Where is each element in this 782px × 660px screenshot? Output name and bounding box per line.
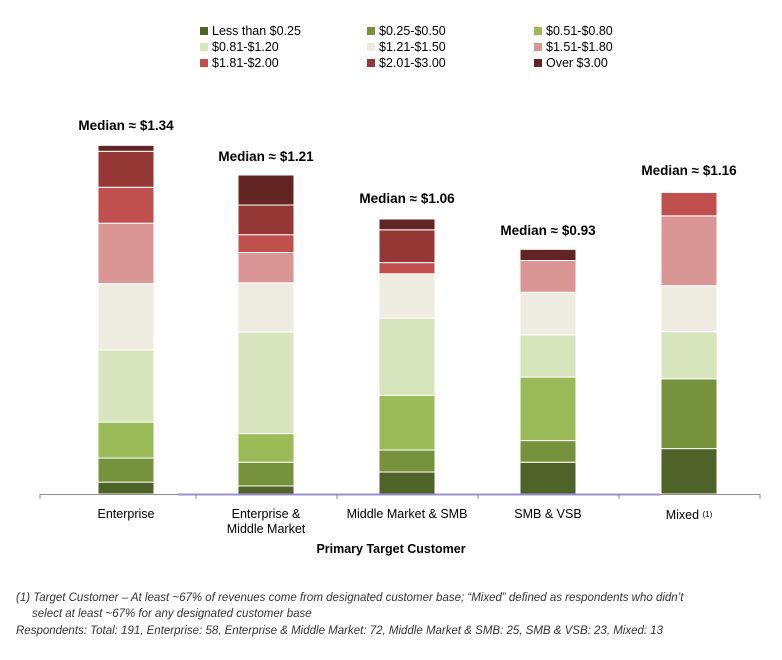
legend-item: $0.81-$1.20 bbox=[200, 40, 279, 54]
legend-swatch bbox=[367, 43, 375, 51]
bar-segment bbox=[378, 471, 436, 495]
legend-item: $2.01-$3.00 bbox=[367, 56, 446, 70]
legend-swatch bbox=[200, 43, 208, 51]
bar-segment bbox=[237, 433, 295, 463]
category-label: Middle Market & SMB bbox=[346, 507, 468, 521]
legend-label: Less than $0.25 bbox=[212, 24, 301, 38]
x-axis-title: Primary Target Customer bbox=[316, 542, 466, 556]
legend-label: $1.51-$1.80 bbox=[546, 40, 613, 54]
bar-segment bbox=[519, 291, 577, 336]
legend-item: $0.25-$0.50 bbox=[367, 24, 446, 38]
category-label: Enterprise & Middle Market bbox=[226, 507, 306, 536]
legend-label: $0.25-$0.50 bbox=[379, 24, 446, 38]
category-label: Mixed (1) bbox=[665, 508, 713, 522]
legend-swatch bbox=[534, 43, 542, 51]
bar-segment bbox=[237, 204, 295, 236]
legend-item: $0.51-$0.80 bbox=[534, 24, 613, 38]
legend-label: $1.21-$1.50 bbox=[379, 40, 446, 54]
bar-segment bbox=[237, 234, 295, 253]
footnote-1-continued: select at least ~67% for any designated … bbox=[32, 608, 312, 620]
bar-segment bbox=[660, 331, 718, 380]
median-label: Median ≈ $1.34 bbox=[78, 118, 174, 133]
bar-segment bbox=[660, 448, 718, 495]
median-label: Median ≈ $0.93 bbox=[500, 222, 596, 238]
bar-segment bbox=[519, 376, 577, 442]
bar-segment bbox=[97, 144, 155, 152]
legend-label: $0.51-$0.80 bbox=[546, 24, 613, 38]
bar-segment bbox=[660, 215, 718, 287]
legend-item: Over $3.00 bbox=[534, 56, 608, 70]
legend-swatch bbox=[200, 27, 208, 35]
respondents-note: Respondents: Total: 191, Enterprise: 58,… bbox=[16, 625, 664, 637]
x-axis-ticks bbox=[39, 494, 761, 499]
bars-group bbox=[97, 144, 718, 495]
bar-segment bbox=[97, 222, 155, 285]
bar-segment bbox=[237, 251, 295, 284]
bar-segment bbox=[660, 191, 718, 217]
legend-item: $1.21-$1.50 bbox=[367, 40, 446, 54]
bar-segment bbox=[97, 150, 155, 188]
bar-segment bbox=[519, 440, 577, 463]
bar-segment bbox=[519, 248, 577, 262]
category-label: SMB & VSB bbox=[514, 507, 582, 521]
median-label: Median ≈ $1.16 bbox=[641, 163, 737, 179]
bar-segment bbox=[378, 262, 436, 275]
bar-segment bbox=[237, 461, 295, 487]
legend-label: $0.81-$1.20 bbox=[212, 40, 279, 54]
median-label: Median ≈ $1.06 bbox=[359, 191, 455, 207]
bar-segment bbox=[97, 186, 155, 224]
legend-label: $1.81-$2.00 bbox=[212, 56, 279, 70]
footnote-marker: (1) bbox=[702, 510, 713, 519]
bar-segment bbox=[97, 457, 155, 483]
bar-segment bbox=[378, 229, 436, 264]
legend-item: $1.51-$1.80 bbox=[534, 40, 613, 54]
category-label: Enterprise bbox=[97, 507, 155, 521]
legend-item: Less than $0.25 bbox=[200, 24, 301, 38]
bar-segment bbox=[519, 334, 577, 378]
legend-label: $2.01-$3.00 bbox=[379, 56, 446, 70]
bar-segment bbox=[237, 331, 295, 435]
legend-item: $1.81-$2.00 bbox=[200, 56, 279, 70]
bar-segment bbox=[97, 283, 155, 351]
median-label: Median ≈ $1.21 bbox=[218, 149, 314, 165]
bar-segment bbox=[378, 218, 436, 231]
legend-swatch bbox=[534, 59, 542, 67]
bar-segment bbox=[660, 378, 718, 450]
bar-segment bbox=[378, 449, 436, 473]
bar-segment bbox=[97, 481, 155, 495]
bar-segment bbox=[378, 317, 436, 396]
bar-segment bbox=[237, 174, 295, 206]
bar-segment bbox=[519, 461, 577, 495]
bar-segment bbox=[237, 282, 295, 333]
bar-segment bbox=[519, 260, 577, 293]
legend-swatch bbox=[367, 27, 375, 35]
bar-segment bbox=[97, 421, 155, 459]
footnote-1: (1) Target Customer – At least ~67% of r… bbox=[16, 592, 684, 604]
legend-label: Over $3.00 bbox=[546, 56, 608, 70]
legend-swatch bbox=[534, 27, 542, 35]
bar-segment bbox=[378, 394, 436, 451]
legend-swatch bbox=[200, 59, 208, 67]
legend-swatch bbox=[367, 59, 375, 67]
bar-segment bbox=[660, 285, 718, 333]
bar-segment bbox=[378, 273, 436, 319]
bar-segment bbox=[97, 349, 155, 423]
bar-segment bbox=[237, 485, 295, 495]
